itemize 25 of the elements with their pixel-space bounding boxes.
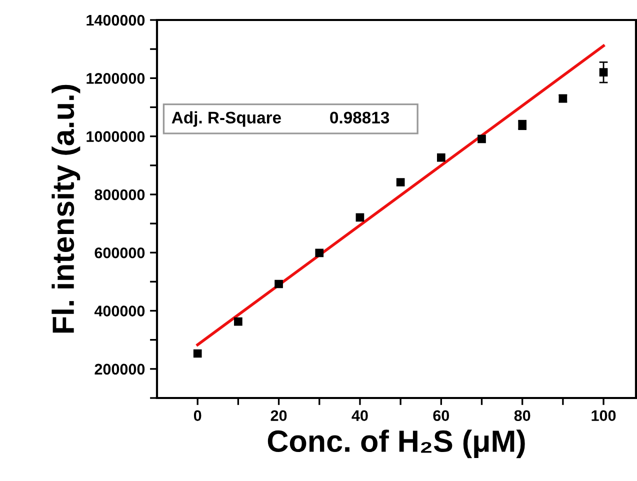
point — [356, 213, 364, 222]
x-tick-label: 100 — [592, 410, 616, 422]
point — [396, 178, 405, 186]
y-tick-label: 1000000 — [86, 131, 145, 142]
point — [478, 134, 486, 144]
annotation: Adj. R-Square — [172, 111, 281, 127]
x-tick-label: 20 — [270, 410, 287, 422]
point — [315, 248, 324, 258]
point — [193, 349, 202, 358]
point — [436, 153, 446, 162]
x-axis-title: Conc. of H₂S (μM) — [268, 430, 525, 458]
y-axis-title: Fl. intensity (a.u.) — [52, 84, 80, 333]
x-tick-label: 0 — [194, 410, 202, 422]
x-tick-label: 80 — [514, 410, 530, 422]
x-tick-label: 60 — [433, 410, 450, 422]
annotation: 0.98813 — [330, 112, 390, 124]
y-tick-label: 1200000 — [86, 73, 145, 84]
x-tick-label: 40 — [352, 410, 368, 422]
y-tick-label: 800000 — [94, 189, 145, 200]
point — [234, 317, 242, 326]
point — [274, 280, 283, 288]
y-tick-label: 600000 — [94, 247, 145, 258]
y-tick-label: 1400000 — [86, 14, 145, 26]
y-tick-label: 400000 — [94, 306, 145, 316]
y-tick-label: 200000 — [94, 364, 145, 375]
